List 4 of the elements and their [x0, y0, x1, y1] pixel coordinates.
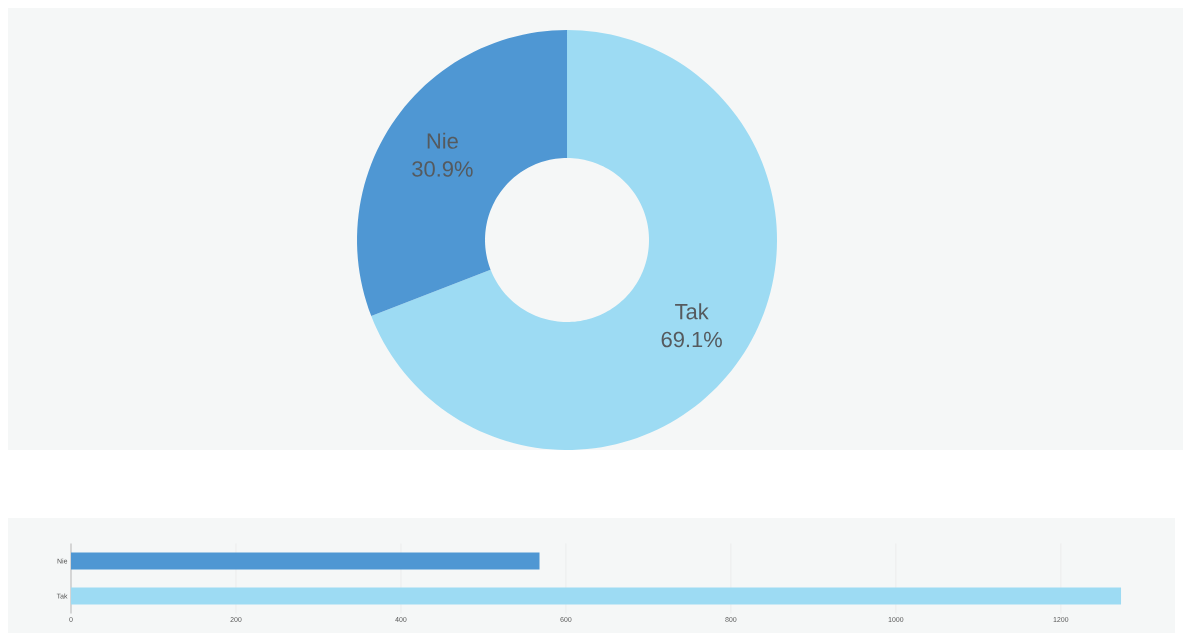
slice-label: Nie	[427, 132, 458, 149]
data-label: 30.9%	[412, 161, 473, 177]
slice-label: Tak	[675, 303, 709, 320]
data-label: 69.1%	[661, 331, 722, 348]
